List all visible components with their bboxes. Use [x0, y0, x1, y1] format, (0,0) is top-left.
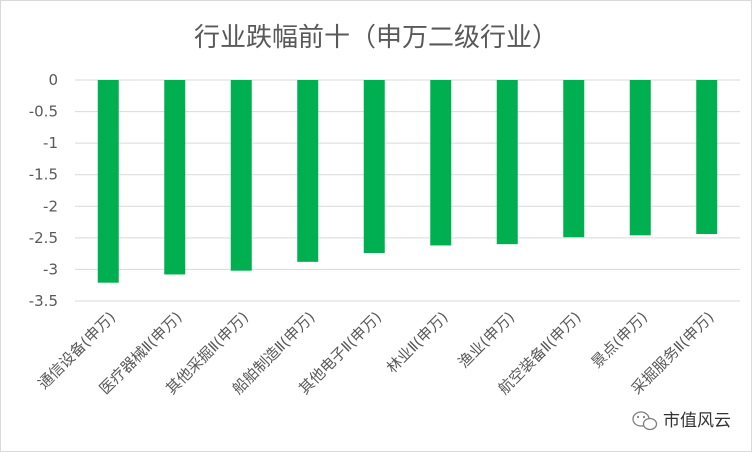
x-axis-ticks: 通信设备(申万)医疗器械Ⅱ(申万)其他采掘Ⅱ(申万)船舶制造Ⅱ(申万)其他电子Ⅱ…	[34, 308, 717, 398]
chart-title: 行业跌幅前十（申万二级行业）	[194, 23, 558, 53]
bar	[363, 80, 385, 254]
y-tick-label: 0	[48, 71, 58, 89]
bar	[297, 80, 319, 262]
x-tick-label: 景点(申万)	[588, 308, 651, 371]
y-tick-label: -1.5	[29, 166, 58, 184]
watermark: 市值风云	[632, 411, 731, 431]
bar	[563, 80, 585, 238]
x-tick-label: 林业Ⅱ(申万)	[383, 308, 452, 377]
bar	[629, 80, 651, 236]
y-tick-label: -3	[43, 260, 58, 278]
y-tick-label: -2	[43, 197, 58, 215]
y-tick-label: -1	[43, 134, 58, 152]
bar	[164, 80, 186, 275]
bar	[430, 80, 452, 246]
bar	[230, 80, 252, 271]
wechat-icon	[632, 411, 658, 431]
gridlines	[75, 79, 740, 302]
x-tick-label: 渔业(申万)	[455, 308, 518, 371]
watermark-text: 市值风云	[663, 411, 731, 431]
bar	[696, 80, 718, 235]
bars	[97, 80, 718, 283]
y-tick-label: -0.5	[29, 103, 58, 121]
bar	[496, 80, 518, 245]
bar	[97, 80, 119, 283]
y-tick-label: -2.5	[29, 229, 58, 247]
y-tick-label: -3.5	[29, 292, 58, 310]
y-axis-ticks: 0 -0.5 -1 -1.5 -2 -2.5 -3 -3.5	[29, 71, 58, 310]
